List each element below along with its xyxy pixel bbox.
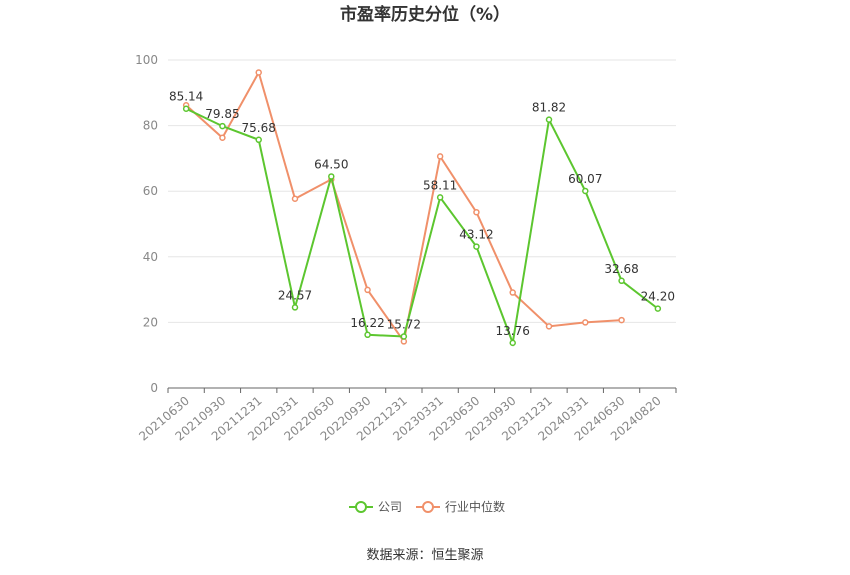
data-label: 60.07 <box>568 172 602 186</box>
data-label: 16.22 <box>350 316 384 330</box>
legend-marker-0 <box>355 501 367 513</box>
data-point-1 <box>509 289 516 296</box>
y-tick-label: 20 <box>143 315 158 329</box>
x-axis: 2021063020210930202112312022033120220630… <box>136 387 677 444</box>
data-label: 24.57 <box>278 288 312 302</box>
data-label: 75.68 <box>242 121 276 135</box>
data-point-0 <box>509 339 516 347</box>
data-source: 数据来源：恒生聚源 <box>366 548 483 563</box>
data-point-1 <box>291 195 299 202</box>
y-tick-label: 80 <box>143 119 158 133</box>
legend-label-0[interactable]: 公司 <box>378 500 402 514</box>
y-tick-label: 60 <box>143 184 158 198</box>
legend-label-1[interactable]: 行业中位数 <box>445 499 505 514</box>
y-tick-label: 40 <box>143 250 158 264</box>
data-label: 43.12 <box>459 228 493 242</box>
data-point-0 <box>545 116 553 123</box>
data-point-1 <box>219 134 226 141</box>
data-point-0 <box>255 136 262 144</box>
y-tick-label: 100 <box>135 53 158 67</box>
legend-marker-1 <box>422 501 434 513</box>
data-point-1 <box>473 208 480 216</box>
data-point-1 <box>582 319 589 326</box>
data-point-0 <box>436 194 444 201</box>
data-label: 32.68 <box>604 262 638 276</box>
data-label: 58.11 <box>423 178 457 192</box>
chart-title: 市盈率历史分位（%） <box>340 4 510 25</box>
data-label: 81.82 <box>532 101 566 115</box>
data-point-0 <box>400 333 408 340</box>
data-label: 24.20 <box>641 290 675 304</box>
y-axis: 0 20 40 60 80 100 <box>135 53 158 395</box>
data-point-1 <box>364 286 371 294</box>
data-point-1 <box>436 153 444 160</box>
data-label: 13.76 <box>496 324 530 338</box>
data-point-0 <box>364 331 371 339</box>
data-label: 64.50 <box>314 157 348 171</box>
data-point-0 <box>328 173 335 180</box>
data-point-0 <box>473 243 480 250</box>
data-label: 85.14 <box>169 90 203 104</box>
data-label: 15.72 <box>387 317 421 331</box>
data-point-0 <box>618 277 625 285</box>
legend[interactable]: 公司 行业中位数 <box>349 499 505 514</box>
y-tick-label: 0 <box>150 381 158 395</box>
data-point-0 <box>182 105 190 112</box>
series-group <box>182 69 662 347</box>
data-label: 79.85 <box>205 107 239 121</box>
data-point-0 <box>291 304 299 311</box>
series-line-0 <box>185 107 659 347</box>
data-point-1 <box>255 69 262 76</box>
data-point-1 <box>545 323 553 330</box>
data-point-0 <box>654 305 662 312</box>
data-point-1 <box>618 316 625 324</box>
data-point-0 <box>219 122 226 130</box>
data-point-0 <box>582 187 589 195</box>
